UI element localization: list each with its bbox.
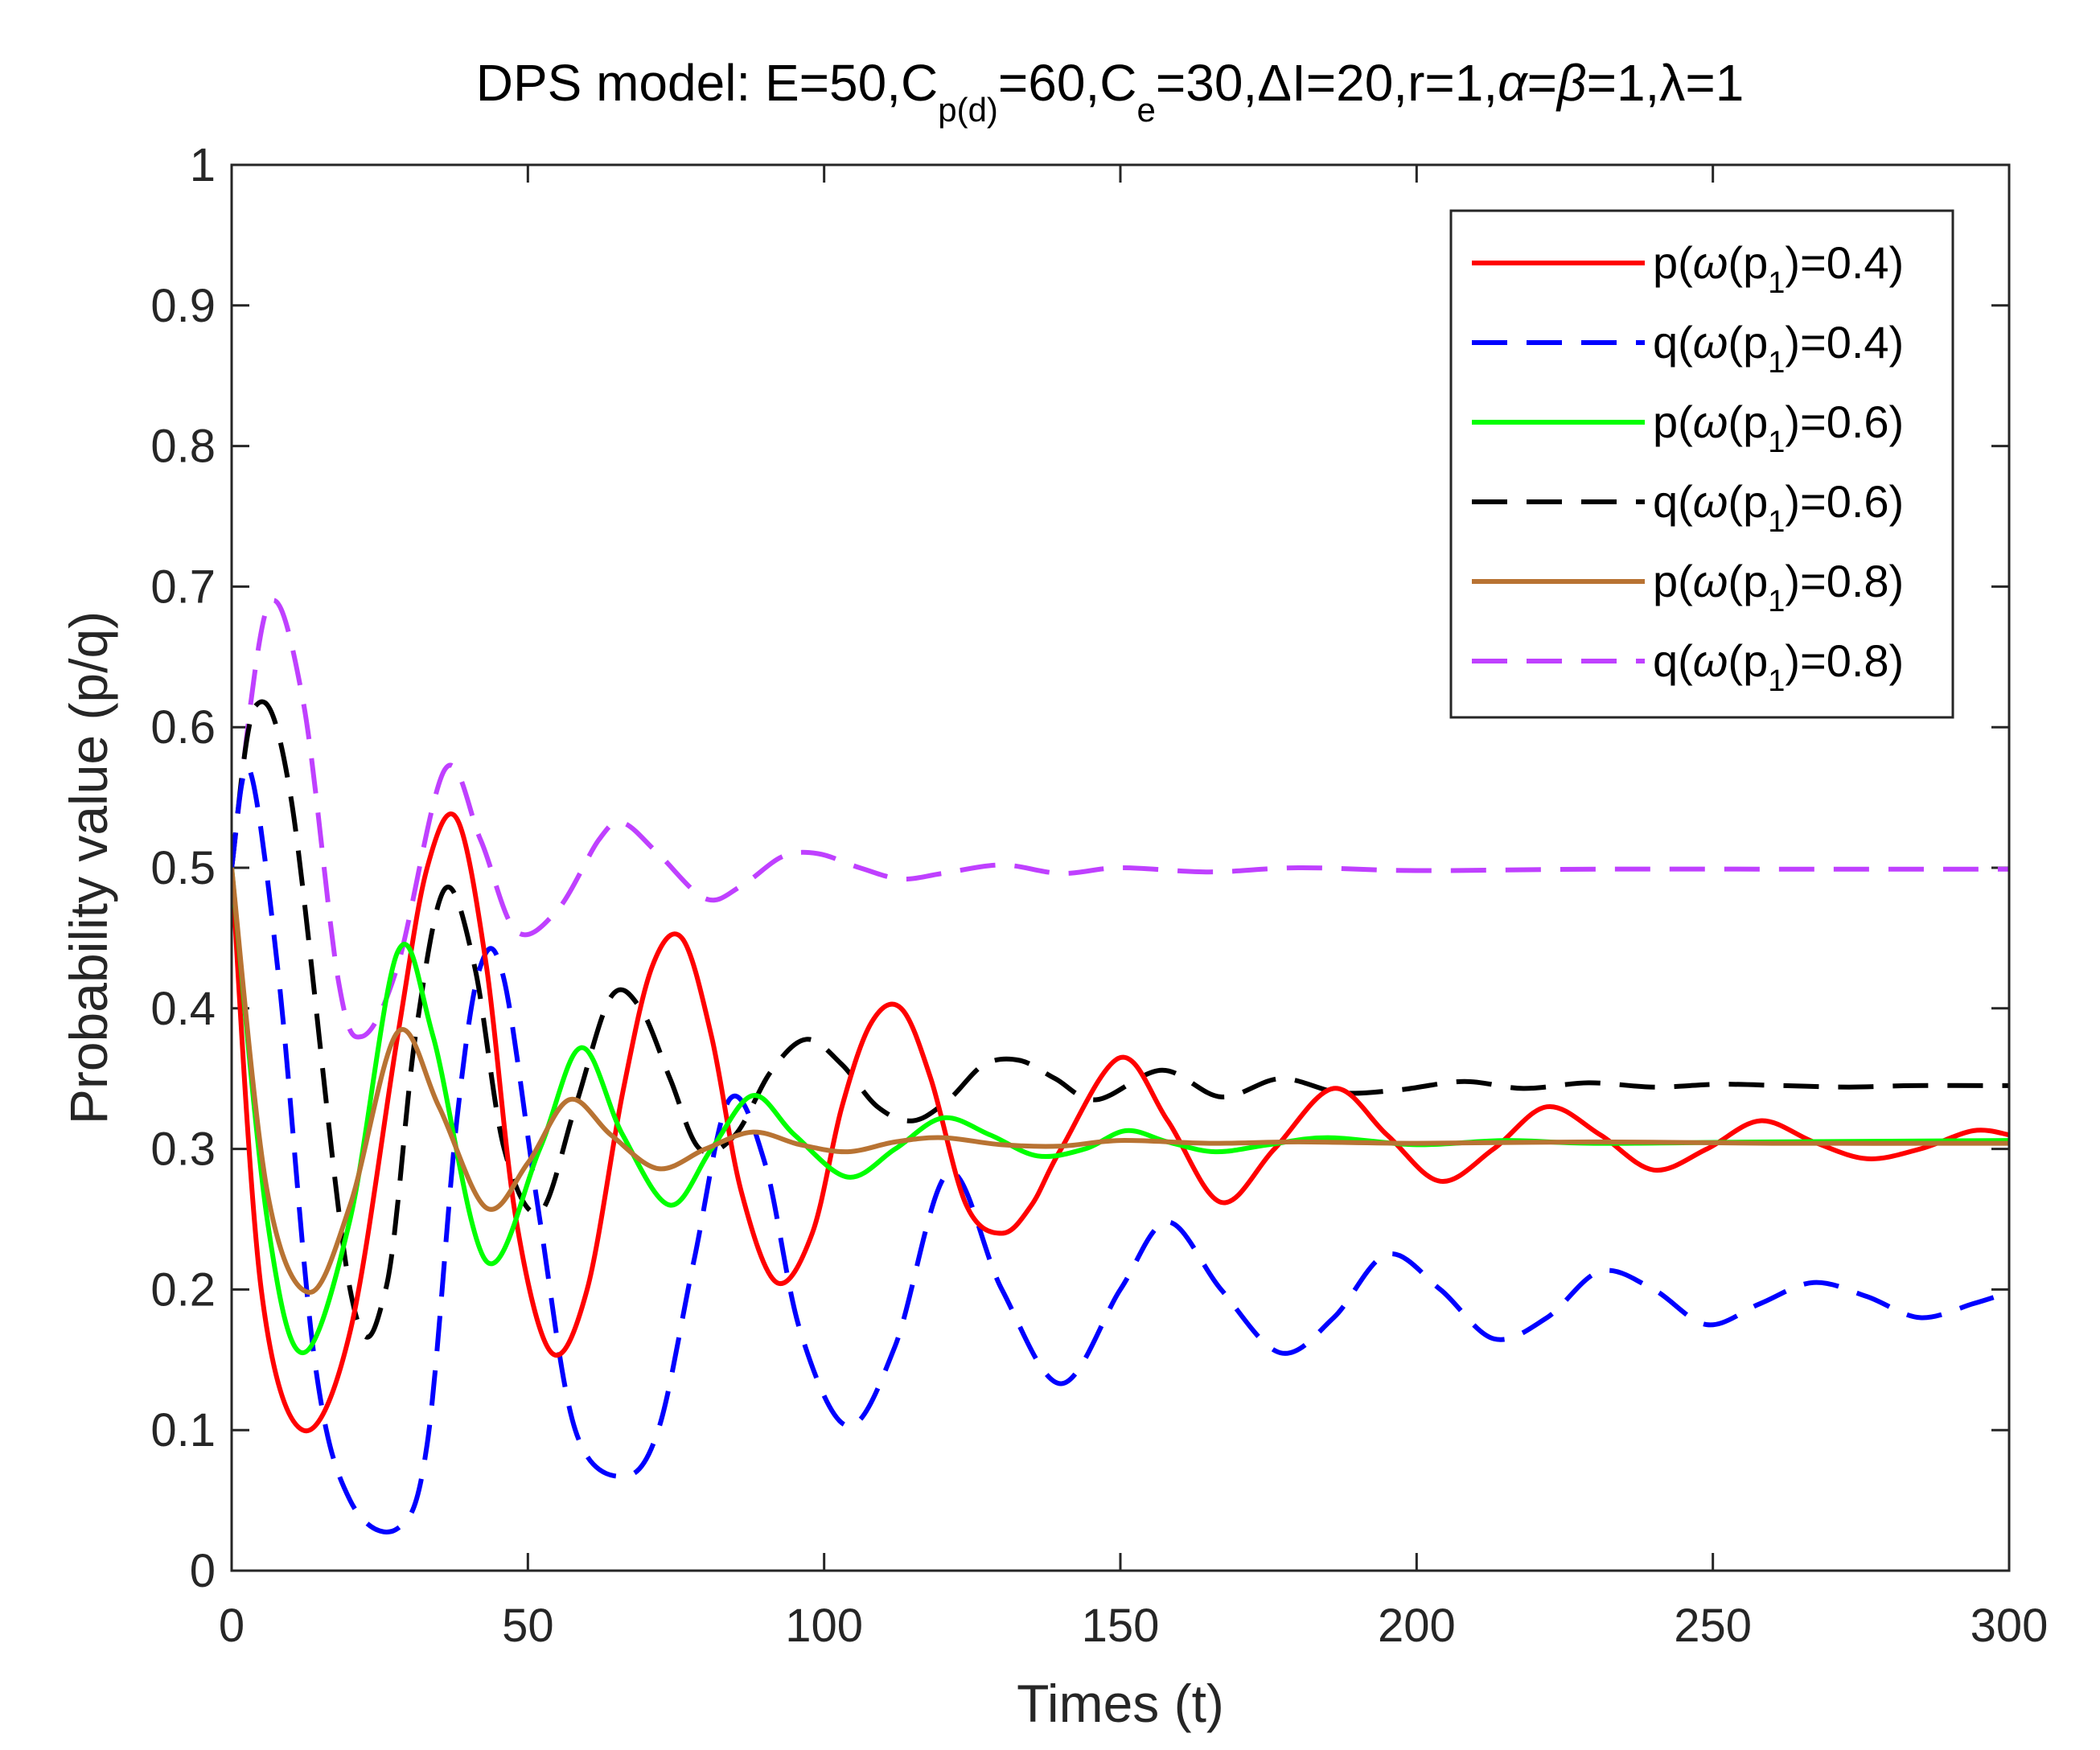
- x-tick-labels: 0 50 100 150 200 250 300: [219, 1600, 2049, 1652]
- x-tick-label: 0: [219, 1600, 245, 1652]
- y-tick-label: 0.3: [150, 1124, 216, 1176]
- legend-label-5: p(ω(p1)=0.8): [1653, 556, 1904, 618]
- y-tick-label: 0: [190, 1545, 216, 1597]
- y-tick-label: 0.1: [150, 1404, 216, 1456]
- legend-label-2: q(ω(p1)=0.4): [1653, 317, 1904, 380]
- y-tick-label: 0.5: [150, 842, 216, 894]
- title-sub-e: e: [1136, 91, 1155, 129]
- legend: p(ω(p1)=0.4) q(ω(p1)=0.4) p(ω(p1)=0.6) q(ω(…: [1449, 209, 1954, 719]
- y-tick-label: 0.6: [150, 701, 216, 754]
- y-tick-label: 1: [190, 139, 216, 191]
- series-line-4: [232, 699, 2009, 1340]
- x-tick-label: 50: [502, 1600, 554, 1652]
- y-tick-label: 0.2: [150, 1263, 216, 1316]
- series-line-5: [232, 867, 2009, 1295]
- title-eq1: =: [1527, 54, 1557, 112]
- x-axis-title: Times (t): [1017, 1674, 1224, 1733]
- title-lambda: λ: [1659, 54, 1685, 112]
- title-prefix: DPS model: E=50,C: [476, 54, 939, 112]
- legend-label-3: p(ω(p1)=0.6): [1653, 396, 1904, 459]
- title-suffix: =1: [1685, 54, 1744, 112]
- y-axis-title: Probability value (p/q): [59, 611, 118, 1124]
- title-mid3: =1,: [1587, 54, 1660, 112]
- legend-label-6: q(ω(p1)=0.8): [1653, 635, 1904, 698]
- x-tick-label: 150: [1082, 1600, 1160, 1652]
- y-tick-label: 0.8: [150, 421, 216, 473]
- y-tick-labels: 0 0.1 0.2 0.3 0.4 0.5 0.6 0.7 0.8 0.9 1: [150, 139, 216, 1597]
- title-mid1: =60,C: [998, 54, 1137, 112]
- series-line-6: [232, 598, 2009, 1040]
- y-tick-label: 0.4: [150, 983, 216, 1035]
- x-tick-label: 300: [1971, 1600, 2049, 1652]
- title-alpha: α: [1498, 54, 1528, 112]
- plot-frame: [230, 163, 2011, 1572]
- series-layer: [232, 598, 2009, 1534]
- x-tick-label: 250: [1674, 1600, 1752, 1652]
- y-tick-label: 0.7: [150, 561, 216, 613]
- legend-label-1: p(ω(p1)=0.4): [1653, 237, 1904, 300]
- legend-label-4: q(ω(p1)=0.6): [1653, 476, 1904, 539]
- title-mid2: =30,ΔI=20,r=1,: [1156, 54, 1498, 112]
- title-beta: β: [1555, 54, 1587, 112]
- series-line-1: [232, 811, 2009, 1434]
- title-sub-pd: p(d): [938, 91, 998, 129]
- x-tick-label: 100: [785, 1600, 863, 1652]
- x-tick-label: 200: [1378, 1600, 1456, 1652]
- series-line-2: [232, 764, 2009, 1534]
- y-tick-label: 0.9: [150, 280, 216, 332]
- legend-box: [1449, 209, 1954, 719]
- chart-title: DPS model: E=50,Cp(d)=60,Ce=30,ΔI=20,r=1…: [476, 54, 1745, 129]
